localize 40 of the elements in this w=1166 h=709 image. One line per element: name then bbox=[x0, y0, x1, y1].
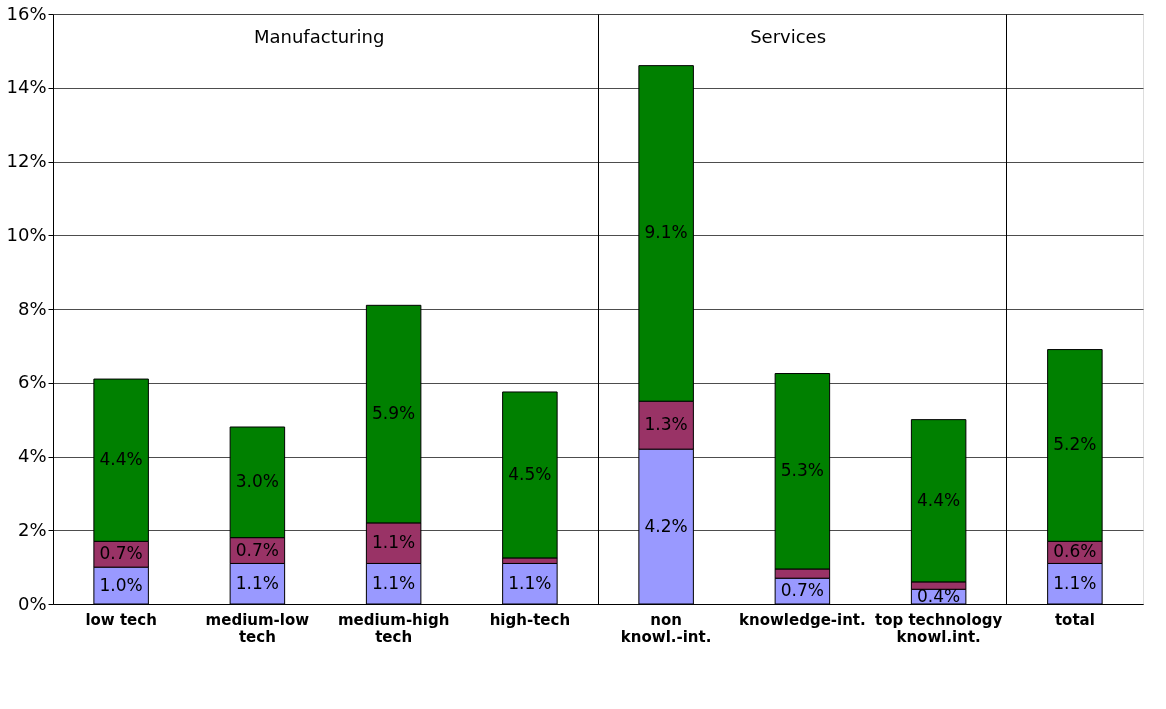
data-label: 1.1% bbox=[235, 572, 279, 593]
x-tick-label: high-tech bbox=[489, 610, 571, 629]
data-label: 1.1% bbox=[1053, 572, 1097, 593]
y-tick-label: 0% bbox=[17, 592, 47, 614]
data-label: 1.0% bbox=[99, 574, 143, 595]
y-tick-label: 14% bbox=[6, 76, 47, 98]
y-tick-label: 8% bbox=[17, 297, 47, 319]
data-label: 0.7% bbox=[235, 539, 279, 560]
x-tick-label: total bbox=[1054, 610, 1095, 629]
data-label: 5.2% bbox=[1053, 434, 1097, 455]
y-tick-label: 6% bbox=[17, 371, 47, 393]
data-label: 3.0% bbox=[235, 471, 279, 492]
data-label: 1.1% bbox=[508, 572, 552, 593]
data-label: 4.4% bbox=[917, 489, 961, 510]
data-label: 4.5% bbox=[508, 463, 552, 484]
data-label: 9.1% bbox=[644, 222, 688, 243]
data-label: 0.6% bbox=[1053, 541, 1097, 562]
data-label: 0.7% bbox=[780, 580, 824, 601]
annotation: Manufacturing bbox=[253, 25, 385, 47]
y-tick-label: 12% bbox=[6, 150, 47, 171]
data-label: 1.1% bbox=[372, 532, 416, 553]
annotation: Services bbox=[750, 25, 827, 47]
data-label: 4.4% bbox=[99, 449, 143, 470]
y-tick-label: 4% bbox=[17, 445, 47, 466]
y-tick-label: 10% bbox=[6, 223, 47, 245]
data-label: 0.4% bbox=[917, 585, 961, 606]
x-tick-label: low tech bbox=[85, 610, 157, 629]
x-tick-label: knowledge-int. bbox=[739, 610, 866, 629]
data-label: 5.9% bbox=[372, 403, 416, 424]
data-label: 4.2% bbox=[644, 515, 688, 536]
data-label: 1.1% bbox=[372, 572, 416, 593]
x-tick-label: medium-low tech bbox=[205, 610, 310, 646]
data-label: 5.3% bbox=[780, 460, 824, 481]
data-label: 1.3% bbox=[644, 414, 688, 435]
x-tick-label: non knowl.-int. bbox=[620, 610, 712, 646]
y-tick-label: 16% bbox=[6, 2, 47, 24]
data-label: 0.7% bbox=[99, 543, 143, 564]
x-tick-label: top technology knowl.int. bbox=[874, 610, 1003, 646]
x-tick-label: medium-high tech bbox=[337, 610, 450, 646]
y-tick-label: 2% bbox=[17, 518, 47, 540]
